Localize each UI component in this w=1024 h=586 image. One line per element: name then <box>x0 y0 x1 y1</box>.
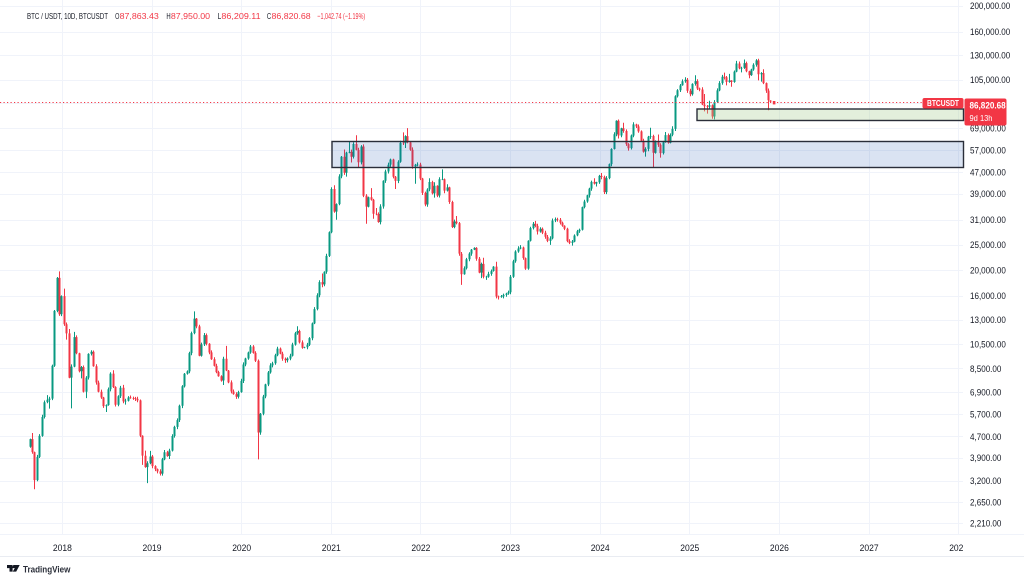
svg-text:4,700.00: 4,700.00 <box>970 432 1001 442</box>
svg-text:25,000.00: 25,000.00 <box>970 240 1006 250</box>
svg-text:86,820.68: 86,820.68 <box>970 101 1006 111</box>
svg-text:BTCUSDT: BTCUSDT <box>927 99 959 108</box>
svg-text:47,000.00: 47,000.00 <box>970 168 1006 178</box>
svg-text:2021: 2021 <box>322 543 341 553</box>
svg-text:2024: 2024 <box>591 543 610 553</box>
svg-text:200,000.00: 200,000.00 <box>970 1 1010 11</box>
svg-text:5,700.00: 5,700.00 <box>970 410 1001 420</box>
svg-text:TradingView: TradingView <box>23 564 71 575</box>
svg-text:57,000.00: 57,000.00 <box>970 145 1006 155</box>
svg-text:9d 13h: 9d 13h <box>970 113 993 123</box>
svg-text:86,209.11: 86,209.11 <box>221 11 260 21</box>
svg-text:20,000.00: 20,000.00 <box>970 266 1006 276</box>
svg-text:BTC / USDT, 10D, BTCUSDT: BTC / USDT, 10D, BTCUSDT <box>27 11 109 21</box>
svg-text:2,210.00: 2,210.00 <box>970 518 1001 528</box>
svg-text:160,000.00: 160,000.00 <box>970 27 1010 37</box>
svg-text:2,650.00: 2,650.00 <box>970 498 1001 508</box>
svg-text:130,000.00: 130,000.00 <box>970 51 1010 61</box>
svg-text:87,863.43: 87,863.43 <box>120 11 159 21</box>
svg-text:2020: 2020 <box>232 543 251 553</box>
svg-text:3,900.00: 3,900.00 <box>970 453 1001 463</box>
svg-text:2022: 2022 <box>411 543 430 553</box>
svg-text:−1,042.74 (−1.19%): −1,042.74 (−1.19%) <box>317 11 365 21</box>
svg-text:10,500.00: 10,500.00 <box>970 340 1006 350</box>
svg-text:2019: 2019 <box>143 543 162 553</box>
svg-text:105,000.00: 105,000.00 <box>970 75 1010 85</box>
svg-text:31,000.00: 31,000.00 <box>970 215 1006 225</box>
svg-text:2023: 2023 <box>501 543 520 553</box>
svg-text:8,500.00: 8,500.00 <box>970 364 1001 374</box>
svg-text:86,820.68: 86,820.68 <box>272 11 311 21</box>
svg-text:2026: 2026 <box>770 543 789 553</box>
svg-text:2025: 2025 <box>680 543 699 553</box>
svg-text:6,900.00: 6,900.00 <box>970 388 1001 398</box>
svg-text:39,000.00: 39,000.00 <box>970 189 1006 199</box>
svg-text:2027: 2027 <box>860 543 879 553</box>
svg-text:2018: 2018 <box>53 543 72 553</box>
svg-text:3,200.00: 3,200.00 <box>970 476 1001 486</box>
svg-text:16,000.00: 16,000.00 <box>970 291 1006 301</box>
svg-text:87,950.00: 87,950.00 <box>171 11 210 21</box>
svg-text:13,000.00: 13,000.00 <box>970 315 1006 325</box>
